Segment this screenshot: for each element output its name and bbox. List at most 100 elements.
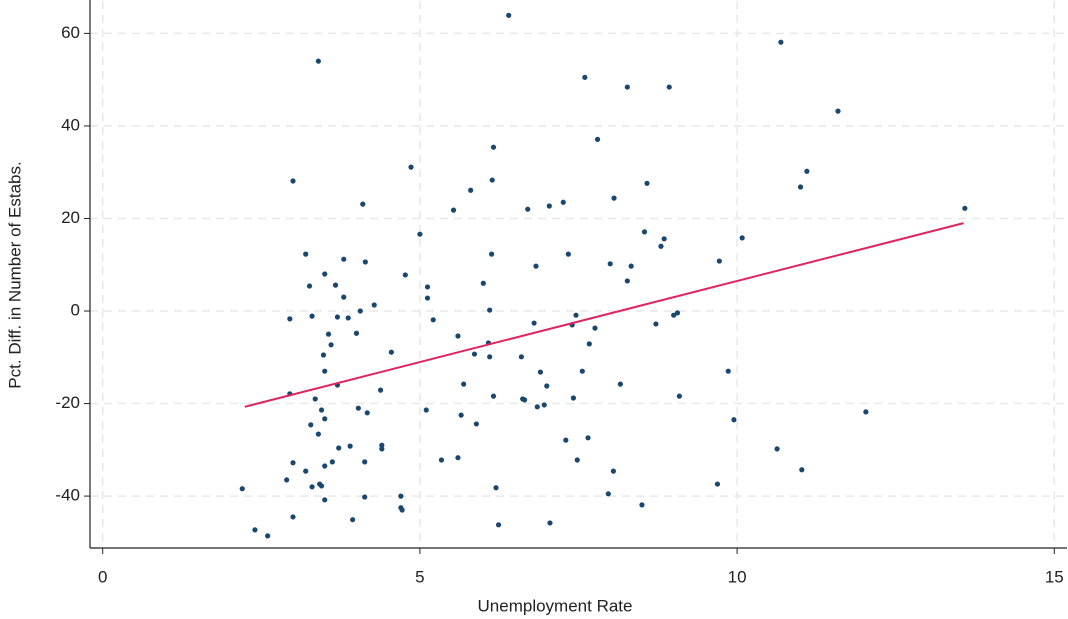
point xyxy=(458,412,464,418)
point xyxy=(239,486,245,492)
point xyxy=(531,320,537,326)
point xyxy=(303,468,309,474)
point xyxy=(525,206,531,212)
point xyxy=(309,484,315,490)
point xyxy=(962,205,968,211)
point xyxy=(639,502,645,508)
point xyxy=(461,381,467,387)
point xyxy=(863,409,869,415)
y-tick-label: 60 xyxy=(61,23,80,42)
point xyxy=(676,393,682,399)
y-axis-label: Pct. Diff. in Number of Estabs. xyxy=(5,161,24,388)
point xyxy=(671,312,677,318)
point xyxy=(560,199,566,205)
point xyxy=(345,315,351,321)
point xyxy=(586,341,592,347)
point xyxy=(290,514,296,520)
point xyxy=(438,457,445,463)
point xyxy=(315,431,321,437)
point xyxy=(607,261,613,267)
point xyxy=(322,416,328,422)
point xyxy=(714,481,721,487)
point xyxy=(455,333,461,339)
point xyxy=(725,368,731,374)
point xyxy=(322,463,328,469)
point xyxy=(674,310,681,316)
point xyxy=(624,278,630,284)
point xyxy=(624,84,630,90)
point xyxy=(585,435,591,441)
x-tick-label: 10 xyxy=(728,567,747,586)
point xyxy=(347,443,353,449)
point xyxy=(533,263,539,269)
point xyxy=(661,236,667,242)
point xyxy=(716,258,722,264)
point xyxy=(399,507,405,513)
point xyxy=(628,263,634,269)
point xyxy=(541,402,547,408)
point xyxy=(312,396,318,402)
point xyxy=(641,229,648,235)
point xyxy=(506,12,512,18)
point xyxy=(565,251,571,257)
y-tick-label: 40 xyxy=(61,115,80,134)
point xyxy=(610,468,616,474)
point xyxy=(362,459,368,465)
point xyxy=(537,369,544,375)
point xyxy=(455,455,461,461)
point xyxy=(547,520,553,526)
point xyxy=(329,459,335,465)
point xyxy=(468,187,474,193)
point xyxy=(518,354,525,360)
point xyxy=(322,368,328,374)
point xyxy=(362,494,368,500)
point xyxy=(332,282,339,288)
point xyxy=(570,395,577,401)
point xyxy=(424,284,431,290)
y-tick-label: -20 xyxy=(55,393,80,412)
point xyxy=(799,467,805,473)
point xyxy=(357,308,363,314)
point xyxy=(534,404,540,410)
point xyxy=(644,180,650,186)
point xyxy=(653,321,659,327)
fit-line xyxy=(244,222,964,408)
point xyxy=(322,271,328,277)
point xyxy=(379,442,385,448)
point xyxy=(489,177,495,183)
point xyxy=(493,485,499,491)
point xyxy=(318,407,325,413)
point xyxy=(265,533,271,539)
point xyxy=(605,491,611,497)
x-tick-label: 5 xyxy=(415,567,424,586)
point xyxy=(364,410,370,416)
point xyxy=(592,325,598,331)
point xyxy=(379,446,385,452)
point xyxy=(731,417,737,423)
point xyxy=(774,446,780,452)
x-tick-label: 15 xyxy=(1045,567,1064,586)
point xyxy=(303,251,309,257)
point xyxy=(594,136,601,142)
point xyxy=(658,243,664,249)
x-axis-label: Unemployment Rate xyxy=(478,596,633,615)
point xyxy=(318,483,325,489)
point xyxy=(336,445,342,451)
y-tick-label: 0 xyxy=(71,301,80,320)
point xyxy=(290,460,296,466)
point xyxy=(417,231,423,237)
point xyxy=(490,393,497,399)
point xyxy=(341,256,347,262)
point xyxy=(582,74,588,80)
point xyxy=(804,168,810,174)
point xyxy=(573,312,579,318)
point xyxy=(574,457,580,463)
y-tick-label: -40 xyxy=(55,486,80,505)
point xyxy=(487,354,493,360)
point xyxy=(362,259,368,265)
point xyxy=(666,84,672,90)
point xyxy=(408,164,414,170)
point xyxy=(355,405,361,411)
x-tick-label: 0 xyxy=(98,567,107,586)
